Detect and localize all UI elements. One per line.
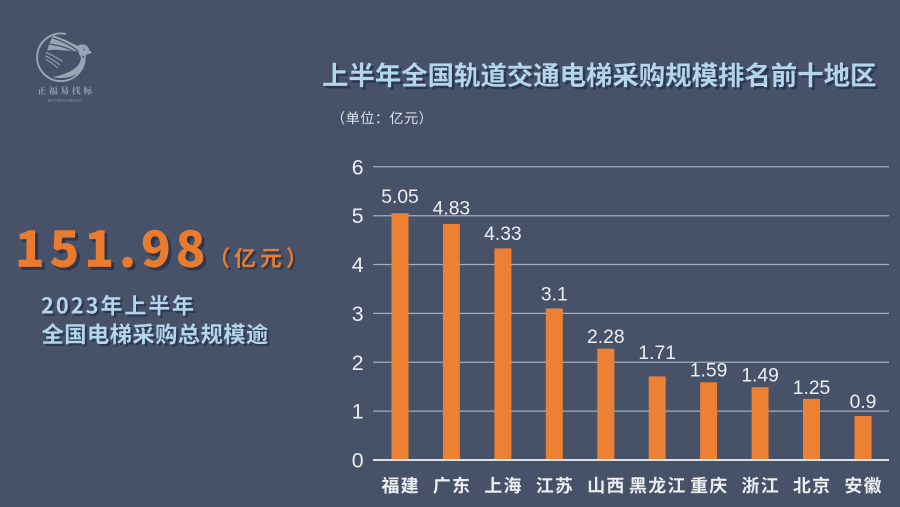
svg-text:5.05: 5.05 [381, 187, 419, 208]
svg-text:6: 6 [352, 155, 364, 179]
svg-text:1: 1 [352, 400, 364, 424]
svg-text:4: 4 [352, 253, 364, 277]
svg-text:4.83: 4.83 [433, 199, 471, 220]
svg-text:1.49: 1.49 [741, 365, 779, 386]
svg-text:3: 3 [352, 302, 364, 326]
svg-text:1.25: 1.25 [793, 378, 831, 399]
svg-text:1.71: 1.71 [638, 343, 676, 364]
svg-text:4.33: 4.33 [484, 224, 522, 245]
svg-text:1.59: 1.59 [690, 361, 728, 382]
svg-text:0: 0 [352, 449, 364, 473]
svg-text:3.1: 3.1 [541, 284, 568, 305]
svg-text:2.28: 2.28 [587, 327, 625, 348]
svg-text:0.9: 0.9 [850, 392, 877, 413]
svg-text:5: 5 [352, 204, 364, 228]
svg-text:2: 2 [352, 351, 364, 375]
svg-text:ZFYIZHAOBIAO: ZFYIZHAOBIAO [48, 98, 83, 103]
